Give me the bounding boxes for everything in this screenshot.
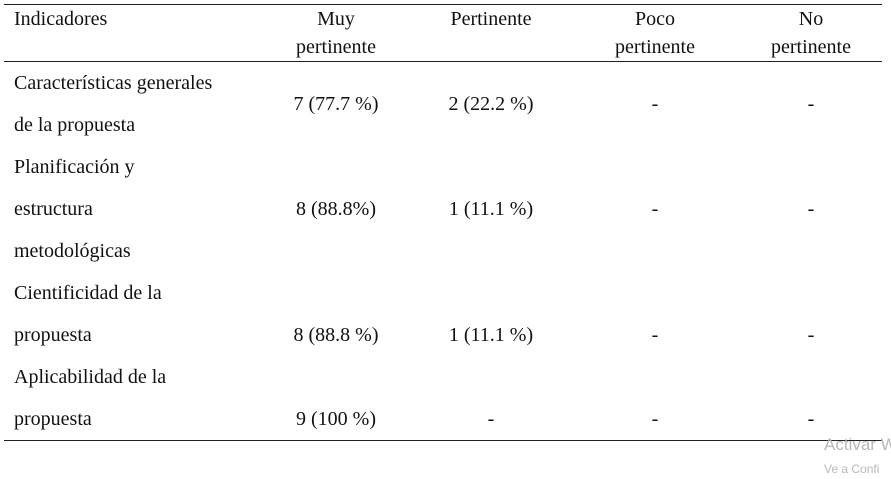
table-body: Características generales de la propuest… (4, 62, 882, 441)
header-cell: Pertinente (412, 5, 570, 62)
watermark-title: Activar W (824, 435, 891, 454)
value-text: - (651, 93, 659, 115)
header-text: Pertinente (450, 8, 532, 30)
value-text: 2 (22.2 %) (448, 93, 534, 115)
value-text: - (651, 324, 659, 346)
header-cell: Poco pertinente (570, 5, 740, 62)
header-text: Muy pertinente (296, 8, 376, 58)
table-header: Indicadores Muy pertinente Pertinente Po… (4, 4, 882, 62)
table-cell: - (740, 146, 882, 272)
header-cell: No pertinente (740, 5, 882, 62)
table-cell: - (740, 272, 882, 356)
table-cell: - (570, 146, 740, 272)
table-row: Cientificidad de la propuesta 8 (88.8 %) 1… (4, 272, 882, 356)
header-row: Indicadores Muy pertinente Pertinente Po… (4, 4, 882, 62)
table-row: Planificación y estructura metodológicas… (4, 146, 882, 272)
value-text: 1 (11.1 %) (448, 324, 534, 346)
value-text: 8 (88.8 %) (293, 324, 379, 346)
table-cell: 1 (11.1 %) (412, 272, 570, 356)
table-cell: - (570, 62, 740, 147)
table-cell: 9 (100 %) (260, 356, 412, 441)
table-cell: - (412, 356, 570, 441)
table-cell: Aplicabilidad de la propuesta (4, 356, 260, 441)
table-cell: 8 (88.8%) (260, 146, 412, 272)
value-text: - (807, 198, 815, 220)
table-cell: 1 (11.1 %) (412, 146, 570, 272)
header-text: Poco pertinente (615, 8, 695, 58)
table-cell: Planificación y estructura metodológicas (4, 146, 260, 272)
table-cell: 2 (22.2 %) (412, 62, 570, 147)
header-cell: Muy pertinente (260, 5, 412, 62)
value-text: - (651, 198, 659, 220)
indicator-text: Aplicabilidad de la propuesta (14, 366, 167, 430)
table-cell: - (740, 356, 882, 441)
indicator-text: Planificación y estructura metodológicas (14, 156, 135, 262)
header-text: No pertinente (771, 8, 851, 58)
indicator-text: Cientificidad de la propuesta (14, 282, 162, 346)
value-text: 9 (100 %) (296, 408, 376, 430)
table-cell: - (740, 62, 882, 147)
table-row: Aplicabilidad de la propuesta 9 (100 %) - -… (4, 356, 882, 441)
value-text: 7 (77.7 %) (293, 93, 379, 115)
table-row: Características generales de la propuest… (4, 62, 882, 147)
indicator-text: Características generales de la propuest… (14, 72, 213, 136)
header-cell: Indicadores (4, 5, 260, 62)
value-text: 8 (88.8%) (296, 198, 376, 220)
value-text: - (807, 324, 815, 346)
value-text: - (487, 408, 495, 430)
value-text: - (651, 408, 659, 430)
watermark-subtitle: Ve a Confi (824, 462, 880, 476)
results-table: Indicadores Muy pertinente Pertinente Po… (4, 4, 882, 441)
table-cell: Características generales de la propuest… (4, 62, 260, 147)
table-cell: Cientificidad de la propuesta (4, 272, 260, 356)
value-text: - (807, 408, 815, 430)
table-cell: 8 (88.8 %) (260, 272, 412, 356)
table-cell: - (570, 272, 740, 356)
table-cell: 7 (77.7 %) (260, 62, 412, 147)
table-cell: - (570, 356, 740, 441)
value-text: 1 (11.1 %) (448, 198, 534, 220)
header-text: Indicadores (14, 8, 108, 30)
value-text: - (807, 93, 815, 115)
